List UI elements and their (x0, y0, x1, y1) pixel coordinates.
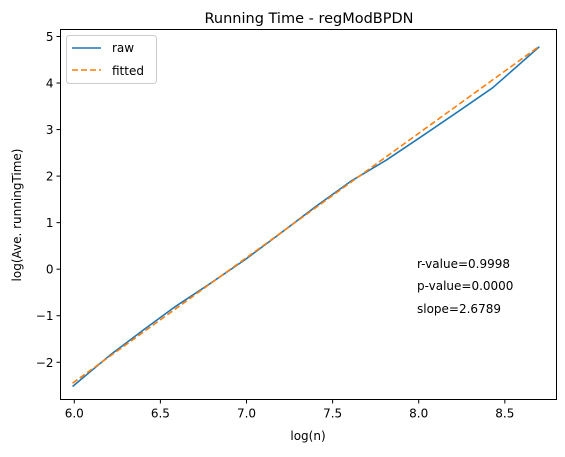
legend-fitted-label: fitted (112, 64, 144, 78)
y-tick-label: 0 (46, 263, 54, 277)
x-tick-label: 6.5 (151, 407, 170, 421)
y-tick-label: −2 (36, 356, 54, 370)
y-tick-label: −1 (36, 309, 54, 323)
y-axis-label: log(Ave. runningTime) (10, 149, 24, 282)
x-tick-label: 8.5 (495, 407, 514, 421)
y-tick-label: 3 (46, 123, 54, 137)
y-tick-label: 4 (46, 77, 54, 91)
stats-annotations: r-value=0.9998 p-value=0.0000 slope=2.67… (417, 257, 513, 316)
x-tick-label: 6.0 (65, 407, 84, 421)
legend: raw fitted (67, 36, 157, 84)
annotation-slope: slope=2.6789 (417, 302, 501, 316)
x-tick-label: 8.0 (409, 407, 428, 421)
legend-raw-label: raw (112, 41, 134, 55)
annotation-p-value: p-value=0.0000 (417, 279, 513, 293)
plot-frame (61, 30, 557, 400)
y-axis-ticks: −2 −1 0 1 2 3 4 5 (36, 30, 61, 370)
y-tick-label: 5 (46, 30, 54, 44)
y-tick-label: 1 (46, 216, 54, 230)
y-tick-label: 2 (46, 170, 54, 184)
plot-lines (73, 46, 540, 386)
x-axis-label: log(n) (290, 429, 325, 443)
x-tick-label: 7.5 (323, 407, 342, 421)
annotation-r-value: r-value=0.9998 (417, 257, 510, 271)
x-axis-ticks: 6.0 6.5 7.0 7.5 8.0 8.5 (65, 400, 515, 421)
x-tick-label: 7.0 (237, 407, 256, 421)
chart-title: Running Time - regModBPDN (204, 11, 413, 27)
